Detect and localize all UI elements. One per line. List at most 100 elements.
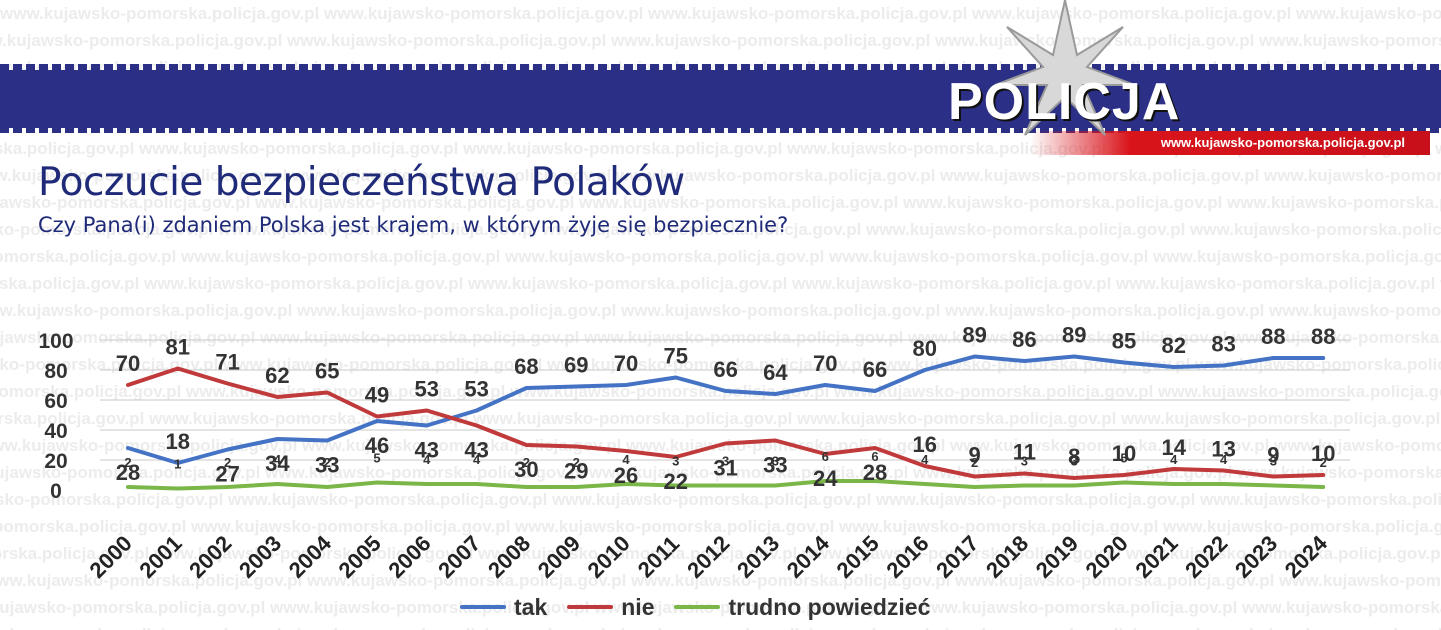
data-label-trudno: 4 xyxy=(1170,452,1178,467)
data-label-tak: 68 xyxy=(514,354,538,379)
data-label-nie: 43 xyxy=(464,438,488,463)
watermark-row: www.kujawsko-pomorska.policja.gov.pl www… xyxy=(0,355,1441,374)
data-label-tak: 18 xyxy=(166,429,190,454)
watermark-row: www.kujawsko-pomorska.policja.gov.pl www… xyxy=(0,166,1441,185)
data-label-nie: 14 xyxy=(1162,435,1187,460)
data-label-nie: 24 xyxy=(813,466,838,491)
data-label-tak: 34 xyxy=(265,451,290,476)
y-tick-label: 60 xyxy=(44,390,67,413)
data-label-tak: 75 xyxy=(664,344,688,369)
data-label-tak: 80 xyxy=(913,336,937,361)
x-tick-label: 2015 xyxy=(832,531,884,583)
y-tick-label: 80 xyxy=(44,360,67,383)
watermark-row: www.kujawsko-pomorska.policja.gov.pl www… xyxy=(0,247,1441,266)
data-label-tak: 70 xyxy=(614,351,638,376)
watermark-row: www.kujawsko-pomorska.policja.gov.pl www… xyxy=(0,544,1441,563)
data-label-tak: 70 xyxy=(813,351,837,376)
header-stitch-top xyxy=(0,64,1441,71)
data-label-trudno: 3 xyxy=(1071,454,1078,469)
series-line-2 xyxy=(126,479,1326,491)
data-label-nie: 70 xyxy=(116,351,140,376)
watermark-row: www.kujawsko-pomorska.policja.gov.pl www… xyxy=(0,220,1441,239)
data-label-nie: 29 xyxy=(564,459,588,484)
data-label-nie: 11 xyxy=(1013,440,1036,465)
x-tick-label: 2003 xyxy=(234,531,286,583)
watermark-row: www.kujawsko-pomorska.policja.gov.pl www… xyxy=(0,301,1441,320)
x-tick-label: 2020 xyxy=(1081,531,1133,583)
data-label-nie: 16 xyxy=(913,432,937,457)
data-label-nie: 81 xyxy=(166,335,190,360)
data-label-nie: 49 xyxy=(365,383,389,408)
legend-swatch-nie xyxy=(567,605,614,609)
x-tick-label: 2002 xyxy=(184,531,236,583)
x-tick-label: 2005 xyxy=(334,531,386,583)
data-label-nie: 9 xyxy=(1267,443,1279,468)
x-tick-label: 2008 xyxy=(483,531,535,583)
data-label-nie: 10 xyxy=(1112,441,1136,466)
x-tick-label: 2019 xyxy=(1031,531,1083,583)
data-label-trudno: 5 xyxy=(1120,451,1127,466)
header-url-bar xyxy=(1030,131,1430,155)
data-label-tak: 83 xyxy=(1211,332,1235,357)
data-label-tak: 33 xyxy=(315,453,339,478)
data-label-tak: 27 xyxy=(215,462,239,487)
data-label-tak: 88 xyxy=(1261,324,1285,349)
data-label-trudno: 2 xyxy=(324,455,331,470)
series-line-1 xyxy=(126,366,1326,480)
watermark-row: www.kujawsko-pomorska.policja.gov.pl www… xyxy=(0,328,1441,347)
data-label-nie: 28 xyxy=(863,460,887,485)
data-label-trudno: 4 xyxy=(622,452,630,467)
header-logo-text: POLICJA xyxy=(948,73,1181,131)
data-label-nie: 26 xyxy=(614,463,638,488)
x-tick-label: 2007 xyxy=(433,531,485,583)
header-stitch-bottom xyxy=(0,128,1441,133)
watermark-row: www.kujawsko-pomorska.policja.gov.pl www… xyxy=(0,274,1441,293)
data-label-tak: 86 xyxy=(1012,327,1036,352)
data-label-trudno: 3 xyxy=(1021,454,1028,469)
data-label-nie: 53 xyxy=(415,377,439,402)
data-label-tak: 85 xyxy=(1112,329,1136,354)
watermark-row: www.kujawsko-pomorska.policja.gov.pl www… xyxy=(0,31,1441,50)
data-label-tak: 66 xyxy=(713,357,737,382)
data-label-nie: 30 xyxy=(514,457,538,482)
x-tick-label: 2009 xyxy=(533,531,585,583)
data-label-tak: 64 xyxy=(763,360,788,385)
watermark-row: www.kujawsko-pomorska.policja.gov.pl www… xyxy=(0,598,1441,617)
data-label-trudno: 3 xyxy=(1270,454,1277,469)
data-label-trudno: 5 xyxy=(373,451,380,466)
data-label-nie: 13 xyxy=(1211,437,1235,462)
x-tick-label: 2016 xyxy=(881,531,933,583)
chart-legend: tak nie trudno powiedzieć xyxy=(460,594,930,620)
data-label-nie: 71 xyxy=(215,350,239,375)
data-label-tak: 46 xyxy=(365,433,389,458)
data-label-trudno: 2 xyxy=(224,455,231,470)
x-tick-label: 2004 xyxy=(284,530,337,583)
y-tick-label: 100 xyxy=(38,330,73,353)
data-label-nie: 22 xyxy=(664,469,688,494)
y-tick-label: 20 xyxy=(44,450,67,473)
series-line-0 xyxy=(126,354,1326,465)
data-label-nie: 9 xyxy=(968,443,980,468)
x-tick-label: 2021 xyxy=(1130,531,1182,583)
data-label-nie: 10 xyxy=(1311,441,1335,466)
x-tick-label: 2010 xyxy=(583,531,635,583)
data-label-trudno: 4 xyxy=(1220,452,1228,467)
watermark-row: www.kujawsko-pomorska.policja.gov.pl www… xyxy=(0,517,1441,536)
data-label-trudno: 2 xyxy=(124,455,131,470)
data-label-trudno: 2 xyxy=(1320,455,1327,470)
legend-item-tak: tak xyxy=(460,594,547,621)
y-tick-label: 0 xyxy=(50,480,62,503)
data-label-trudno: 6 xyxy=(871,449,878,464)
x-tick-label: 2018 xyxy=(981,531,1033,583)
data-label-tak: 89 xyxy=(1062,323,1086,348)
x-tick-label: 2011 xyxy=(633,531,684,582)
data-label-trudno: 3 xyxy=(672,454,679,469)
legend-swatch-tak xyxy=(460,605,506,609)
data-label-tak: 43 xyxy=(415,438,439,463)
x-tick-label: 2023 xyxy=(1230,531,1282,583)
legend-label-tak: tak xyxy=(514,593,548,620)
data-label-nie: 33 xyxy=(763,453,787,478)
data-label-trudno: 4 xyxy=(921,452,929,467)
data-label-trudno: 2 xyxy=(523,455,530,470)
data-label-nie: 62 xyxy=(265,363,289,388)
